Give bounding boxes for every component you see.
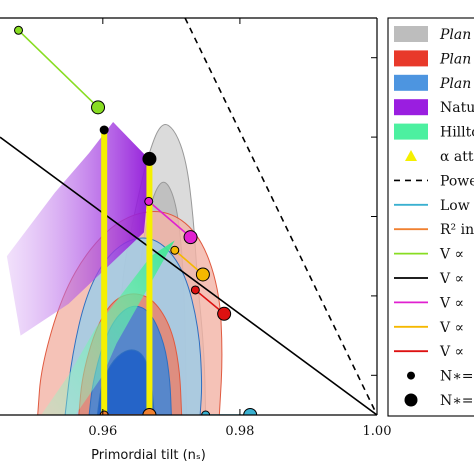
legend-swatch	[394, 26, 428, 42]
legend-label: R² in	[440, 222, 474, 238]
x-tick-label: 1.00	[363, 424, 392, 439]
series-line-3	[148, 200, 192, 238]
legend-label: N∗=	[440, 393, 474, 409]
x-tick-label: 0.98	[225, 424, 254, 439]
legend-label: Hillto	[440, 125, 474, 141]
plot-content	[0, 18, 377, 415]
data-point-9	[217, 306, 232, 321]
legend-dot	[404, 393, 418, 407]
data-point-0	[14, 25, 24, 35]
region-natural-inflation	[6, 122, 151, 336]
series-line-0	[184, 18, 377, 415]
data-point-5	[183, 230, 198, 245]
legend-swatch	[394, 123, 428, 140]
data-point-13	[243, 408, 258, 415]
data-point-1	[91, 100, 106, 115]
legend-label: V ∝	[439, 320, 464, 336]
data-point-6	[170, 245, 180, 255]
legend-label: N∗=	[440, 369, 474, 385]
data-point-12	[201, 410, 211, 415]
legend-label: V ∝	[439, 271, 464, 287]
legend-label: Plan	[439, 51, 471, 67]
legend-swatch	[394, 99, 428, 116]
legend-label: α att	[440, 149, 474, 165]
legend: Plan Plan Plan Natu Hillto α att Powe Low R² in V…	[387, 17, 474, 417]
legend-label: Powe	[440, 173, 474, 189]
data-point-11	[142, 408, 157, 415]
legend-swatch	[394, 74, 428, 91]
legend-label: V ∝	[439, 344, 464, 360]
legend-label: V ∝	[439, 295, 464, 311]
legend-label: Plan	[439, 27, 471, 43]
legend-dot	[407, 371, 415, 380]
data-point-10	[99, 410, 109, 415]
data-point-3	[142, 151, 157, 166]
legend-swatch	[394, 50, 428, 67]
plot-area	[0, 18, 377, 415]
x-tick-label: 0.96	[88, 424, 117, 439]
axes: 0.96 0.98 1.00	[0, 17, 392, 439]
data-point-7	[195, 267, 210, 282]
legend-label: Plan	[439, 76, 471, 92]
series-line-2	[17, 29, 99, 108]
data-point-4	[144, 196, 154, 206]
data-point-2	[99, 125, 109, 135]
legend-label: V ∝	[439, 247, 464, 263]
data-point-8	[190, 285, 200, 295]
legend-label: Low	[440, 198, 470, 214]
x-axis-label: Primordial tilt (nₛ)	[91, 448, 206, 463]
legend-triangle-marker	[405, 150, 417, 161]
region-hilltop-inflation	[41, 240, 175, 415]
legend-label: Natu	[440, 100, 474, 116]
series-line-1	[0, 136, 377, 415]
